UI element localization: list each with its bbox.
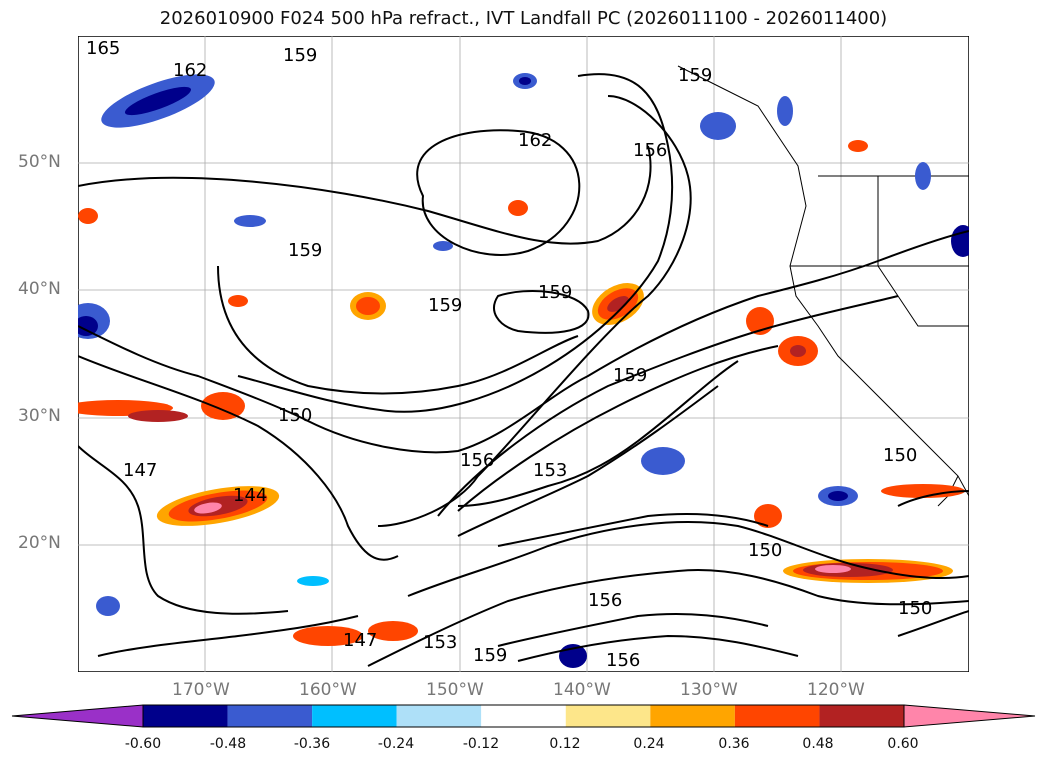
contour-label: 150 xyxy=(278,405,312,426)
contours xyxy=(78,73,969,667)
colorbar-tick: 0.48 xyxy=(802,736,834,752)
colorbar-tick: -0.36 xyxy=(293,736,331,752)
contour-label: 165 xyxy=(86,38,120,59)
colorbar-segment xyxy=(565,705,651,727)
contour-label: 159 xyxy=(613,365,647,386)
map-panel: 165 162 159 159 162 156 159 159 159 159 … xyxy=(78,36,969,672)
colorbar-segment xyxy=(396,705,482,727)
contour-label: 159 xyxy=(473,645,507,666)
lon-label: 120°W xyxy=(807,680,865,700)
contour-labels: 165 162 159 159 162 156 159 159 159 159 … xyxy=(86,38,932,671)
contour-label: 156 xyxy=(633,140,667,161)
lon-label: 160°W xyxy=(299,680,357,700)
colorbar-segment xyxy=(734,705,820,727)
colorbar-tick: 0.36 xyxy=(718,736,750,752)
lat-label: 40°N xyxy=(18,279,61,299)
contour-label: 162 xyxy=(173,60,207,81)
contour-label: 156 xyxy=(588,590,622,611)
contour-label: 150 xyxy=(898,598,932,619)
contour-label: 150 xyxy=(883,445,917,466)
lat-label: 50°N xyxy=(18,152,61,172)
contour-label: 159 xyxy=(428,295,462,316)
contour-label: 159 xyxy=(678,65,712,86)
contour-label: 153 xyxy=(423,632,457,653)
lon-label: 150°W xyxy=(426,680,484,700)
colorbar-frame xyxy=(142,704,905,728)
lat-label: 30°N xyxy=(18,406,61,426)
colorbar-extend-low xyxy=(11,704,144,728)
colorbar-tick: 0.60 xyxy=(887,736,919,752)
contour-label: 159 xyxy=(283,45,317,66)
contour-label: 153 xyxy=(533,460,567,481)
colorbar-tick: -0.60 xyxy=(124,736,162,752)
contour-label: 162 xyxy=(518,130,552,151)
colorbar-tick: 0.24 xyxy=(633,736,665,752)
colorbar-segment xyxy=(650,705,735,727)
colorbar-tick: -0.24 xyxy=(377,736,415,752)
contour-label: 156 xyxy=(606,650,640,671)
lon-label: 130°W xyxy=(680,680,738,700)
contour-label: 150 xyxy=(748,540,782,561)
lon-label: 170°W xyxy=(172,680,230,700)
colorbar-tick: 0.12 xyxy=(549,736,581,752)
contour-label: 147 xyxy=(123,460,157,481)
map-title: 2026010900 F024 500 hPa refract., IVT La… xyxy=(159,8,888,29)
colorbar-segment xyxy=(819,705,904,727)
lat-label: 20°N xyxy=(18,533,61,553)
colorbar-segment xyxy=(143,705,228,727)
colorbar-tick: -0.48 xyxy=(209,736,247,752)
colorbar-tick: -0.12 xyxy=(462,736,500,752)
colorbar-segment xyxy=(227,705,313,727)
contour-label: 159 xyxy=(288,240,322,261)
colorbar xyxy=(0,700,1047,760)
lon-label: 140°W xyxy=(553,680,611,700)
colorbar-segment xyxy=(481,705,566,727)
contour-label: 147 xyxy=(343,630,377,651)
colorbar-extend-high xyxy=(903,704,1036,728)
contour-label: 144 xyxy=(233,485,267,506)
contour-label: 159 xyxy=(538,282,572,303)
colorbar-segment xyxy=(312,705,397,727)
contour-label: 156 xyxy=(460,450,494,471)
